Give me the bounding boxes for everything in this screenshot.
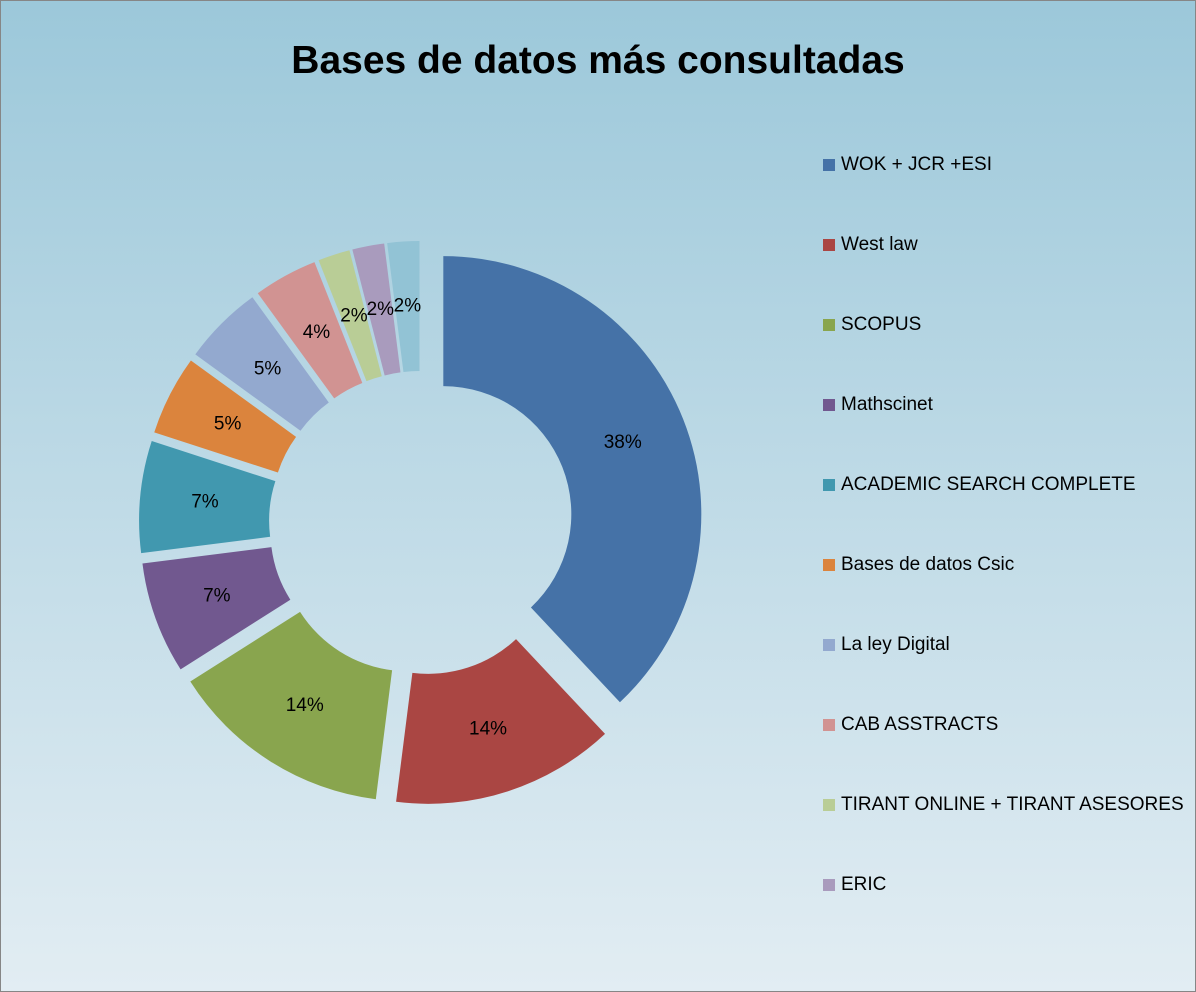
legend-swatch <box>823 479 835 491</box>
data-label: 4% <box>303 322 331 343</box>
slice <box>142 547 291 670</box>
legend-swatch <box>823 319 835 331</box>
legend-swatch <box>823 559 835 571</box>
slice <box>195 297 329 431</box>
legend-label: La ley Digital <box>841 634 950 655</box>
data-label: 5% <box>214 413 242 434</box>
slice <box>443 256 702 703</box>
slice <box>318 250 382 382</box>
legend-swatch <box>823 719 835 731</box>
legend-label: WOK + JCR +ESI <box>841 154 992 175</box>
legend-label: West law <box>841 234 918 255</box>
legend-item: La ley Digital <box>823 631 1188 711</box>
data-label: 14% <box>469 718 507 739</box>
legend-label: ACADEMIC SEARCH COMPLETE <box>841 474 1136 495</box>
legend-label: TIRANT ONLINE + TIRANT ASESORES <box>841 794 1184 815</box>
data-label: 2% <box>340 306 368 327</box>
data-label: 2% <box>367 299 395 320</box>
legend-item: Bases de datos Csic <box>823 551 1188 631</box>
legend-swatch <box>823 399 835 411</box>
data-label: 14% <box>286 695 324 716</box>
legend-item: ACADEMIC SEARCH COMPLETE <box>823 471 1188 551</box>
data-label: 7% <box>203 586 231 607</box>
legend-swatch <box>823 239 835 251</box>
data-label: 2% <box>394 295 422 316</box>
slice <box>387 241 420 373</box>
chart-title: Bases de datos más consultadas <box>291 39 905 82</box>
legend-item: TIRANT ONLINE + TIRANT ASESORES <box>823 791 1188 871</box>
legend-item: Mathscinet <box>823 391 1188 471</box>
legend-item: WOK + JCR +ESI <box>823 151 1188 231</box>
legend-label: CAB ASSTRACTS <box>841 714 999 735</box>
slice <box>352 243 401 376</box>
legend-label: SCOPUS <box>841 314 922 335</box>
legend-item: SCOPUS <box>823 311 1188 391</box>
legend-label: Bases de datos Csic <box>841 554 1015 575</box>
slice <box>190 611 393 800</box>
slice <box>257 262 363 399</box>
legend-label: ERIC <box>841 874 887 895</box>
legend-item: West law <box>823 231 1188 311</box>
legend: WOK + JCR +ESI West law SCOPUS Mathscinet AC… <box>823 151 1188 951</box>
data-label: 38% <box>604 432 642 453</box>
legend-item: CAB ASSTRACTS <box>823 711 1188 791</box>
legend-swatch <box>823 799 835 811</box>
data-label: 5% <box>254 359 282 380</box>
legend-label: Mathscinet <box>841 394 933 415</box>
slice <box>154 360 297 473</box>
legend-swatch <box>823 159 835 171</box>
legend-item: ERIC <box>823 871 1188 951</box>
slice <box>396 639 606 804</box>
legend-swatch <box>823 879 835 891</box>
slice <box>139 441 276 554</box>
data-label: 7% <box>191 492 219 513</box>
legend-swatch <box>823 639 835 651</box>
